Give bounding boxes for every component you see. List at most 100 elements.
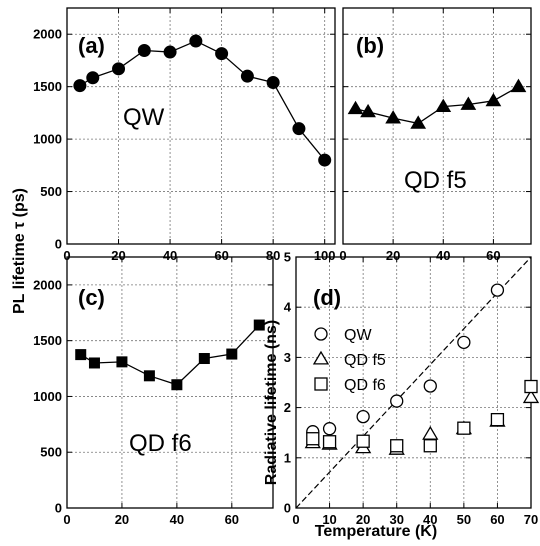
data-point bbox=[322, 435, 337, 449]
y-tick-label: 500 bbox=[40, 184, 62, 199]
x-tick-label: 100 bbox=[314, 248, 336, 263]
data-point bbox=[143, 370, 155, 382]
x-tick-label: 20 bbox=[111, 248, 125, 263]
sample-label: QD f5 bbox=[404, 167, 467, 194]
x-tick-label: 60 bbox=[490, 512, 504, 527]
data-point bbox=[360, 103, 376, 118]
data-point bbox=[116, 356, 128, 368]
sample-label: QD f6 bbox=[129, 430, 192, 457]
y-tick-label: 1500 bbox=[33, 79, 62, 94]
data-point bbox=[522, 389, 540, 404]
y-tick-label: 0 bbox=[55, 237, 62, 252]
y-tick-label: 1000 bbox=[33, 389, 62, 404]
x-tick-label: 40 bbox=[436, 248, 450, 263]
data-point bbox=[171, 379, 183, 391]
data-point bbox=[75, 349, 87, 361]
data-point bbox=[88, 357, 100, 369]
pl-lifetime-axis-label: PL lifetime τ (ps) bbox=[11, 188, 28, 314]
plot-frame bbox=[342, 7, 532, 245]
data-point bbox=[510, 78, 527, 93]
panel-label: (a) bbox=[78, 33, 105, 58]
x-tick-label: 0 bbox=[339, 248, 346, 263]
data-point bbox=[490, 283, 505, 297]
y-tick-label: 2000 bbox=[33, 27, 62, 42]
data-point bbox=[457, 335, 471, 349]
data-point bbox=[292, 122, 306, 136]
plot-frame bbox=[66, 7, 336, 245]
legend-marker bbox=[314, 377, 328, 391]
data-point bbox=[86, 71, 100, 85]
legend-marker bbox=[312, 350, 330, 365]
data-point bbox=[240, 69, 254, 83]
panel-4: 0 10 20 30 40 50 60 70 0 1 2 3 4 5 (d) Radiative lifeti… bbox=[263, 250, 540, 527]
panel-2: 0 20 40 60 (b) QD f5 bbox=[339, 7, 532, 263]
data-point bbox=[390, 394, 404, 408]
x-tick-label: 20 bbox=[386, 248, 400, 263]
x-tick-label: 20 bbox=[115, 512, 129, 527]
data-point bbox=[423, 379, 437, 393]
x-tick-label: 60 bbox=[214, 248, 228, 263]
y-tick-label: 2 bbox=[284, 400, 291, 415]
data-point bbox=[422, 425, 439, 440]
data-point bbox=[306, 432, 320, 446]
reference-dashed-line bbox=[295, 256, 532, 509]
data-point bbox=[198, 353, 210, 365]
x-tick-label: 0 bbox=[63, 512, 70, 527]
data-point bbox=[423, 439, 437, 453]
x-tick-label: 20 bbox=[356, 512, 370, 527]
data-point bbox=[490, 412, 505, 427]
legend-label: QD f5 bbox=[344, 352, 386, 369]
x-tick-label: 40 bbox=[163, 248, 177, 263]
panel-label: (c) bbox=[78, 285, 105, 310]
data-point bbox=[460, 96, 477, 110]
x-tick-label: 0 bbox=[63, 248, 70, 263]
series-line bbox=[79, 40, 326, 161]
x-tick-label: 80 bbox=[266, 248, 280, 263]
x-tick-label: 60 bbox=[486, 248, 500, 263]
data-point bbox=[347, 100, 364, 115]
data-point bbox=[390, 439, 404, 453]
panel-label: (b) bbox=[356, 33, 384, 58]
y-tick-label: 0 bbox=[55, 501, 62, 516]
legend-marker bbox=[314, 327, 328, 341]
data-point bbox=[253, 319, 265, 331]
legend-label: QW bbox=[344, 327, 372, 344]
data-point bbox=[457, 421, 471, 435]
data-point bbox=[73, 79, 87, 93]
radiative-lifetime-axis-label: Radiative lifetime (ns) bbox=[263, 320, 280, 485]
data-point bbox=[215, 47, 229, 61]
panel-label: (d) bbox=[313, 285, 341, 310]
x-tick-label: 40 bbox=[423, 512, 437, 527]
data-point bbox=[485, 92, 502, 107]
data-point bbox=[356, 409, 370, 424]
data-point bbox=[356, 434, 370, 448]
y-tick-label: 1500 bbox=[33, 333, 62, 348]
y-tick-label: 4 bbox=[284, 300, 292, 315]
data-point bbox=[435, 98, 452, 112]
data-point bbox=[112, 62, 126, 76]
panel-3: 0 20 40 60 0 500 1000 1500 2000 (c) QD f6 bbox=[33, 256, 274, 527]
data-point bbox=[410, 115, 427, 129]
data-point bbox=[137, 43, 151, 57]
y-tick-label: 0 bbox=[284, 501, 291, 516]
data-point bbox=[385, 110, 402, 124]
x-tick-label: 10 bbox=[322, 512, 336, 527]
y-tick-label: 2000 bbox=[33, 277, 62, 292]
y-tick-label: 500 bbox=[40, 445, 62, 460]
x-tick-label: 40 bbox=[170, 512, 184, 527]
data-point bbox=[189, 34, 203, 48]
x-tick-label: 60 bbox=[225, 512, 239, 527]
y-tick-label: 1 bbox=[284, 450, 291, 465]
plot-frame bbox=[66, 256, 274, 509]
data-point bbox=[322, 422, 337, 436]
data-point bbox=[266, 75, 280, 89]
y-tick-label: 5 bbox=[284, 250, 291, 265]
data-point bbox=[226, 348, 238, 360]
temperature-axis-label: Temperature (K) bbox=[315, 523, 437, 540]
x-tick-label: 50 bbox=[457, 512, 471, 527]
x-tick-label: 70 bbox=[524, 512, 538, 527]
